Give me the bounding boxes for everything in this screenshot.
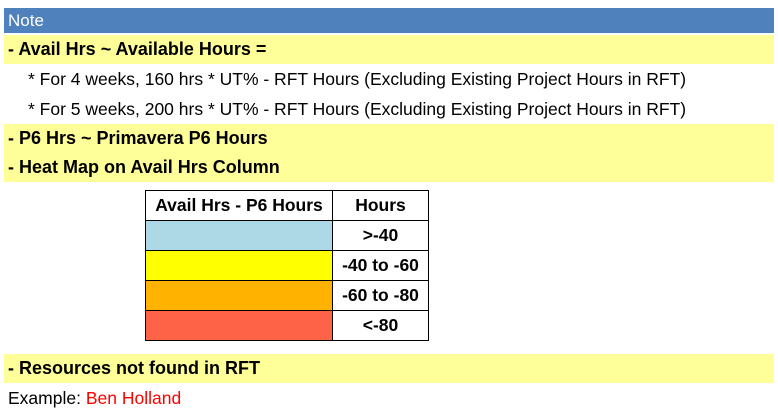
resources-not-found: - Resources not found in RFT xyxy=(4,354,774,383)
legend-swatch-yellow xyxy=(145,250,333,281)
legend-row: <-80 xyxy=(145,310,429,341)
legend-hours-value: -60 to -80 xyxy=(332,280,429,311)
legend-swatch-light-blue xyxy=(145,220,333,251)
legend-row: >-40 xyxy=(145,220,429,251)
avail-hrs-line-5-weeks: * For 5 weeks, 200 hrs * UT% - RFT Hours… xyxy=(28,99,687,119)
legend-swatch-red xyxy=(145,310,333,341)
avail-hrs-title: - Avail Hrs ~ Available Hours = xyxy=(4,35,774,64)
p6-hrs-definition: - P6 Hrs ~ Primavera P6 Hours xyxy=(4,124,774,152)
heat-map-title: - Heat Map on Avail Hrs Column xyxy=(4,152,774,182)
example-line: Example: Ben Holland xyxy=(4,383,774,413)
legend-row: -40 to -60 xyxy=(145,250,429,281)
legend-header-hours: Hours xyxy=(332,190,429,221)
legend-header-avail-p6: Avail Hrs - P6 Hours xyxy=(145,190,333,221)
heat-map-legend-table: Avail Hrs - P6 Hours Hours >-40 -40 to -… xyxy=(145,190,429,341)
legend-hours-value: -40 to -60 xyxy=(332,250,429,281)
note-header: Note xyxy=(4,8,774,33)
legend-swatch-orange xyxy=(145,280,333,311)
legend-hours-value: <-80 xyxy=(332,310,429,341)
avail-hrs-line-4-weeks: * For 4 weeks, 160 hrs * UT% - RFT Hours… xyxy=(28,69,687,89)
legend-hours-value: >-40 xyxy=(332,220,429,251)
legend-row: -60 to -80 xyxy=(145,280,429,311)
legend-header-row: Avail Hrs - P6 Hours Hours xyxy=(145,190,429,221)
example-label: Example: xyxy=(8,388,81,408)
example-name: Ben Holland xyxy=(85,388,182,408)
